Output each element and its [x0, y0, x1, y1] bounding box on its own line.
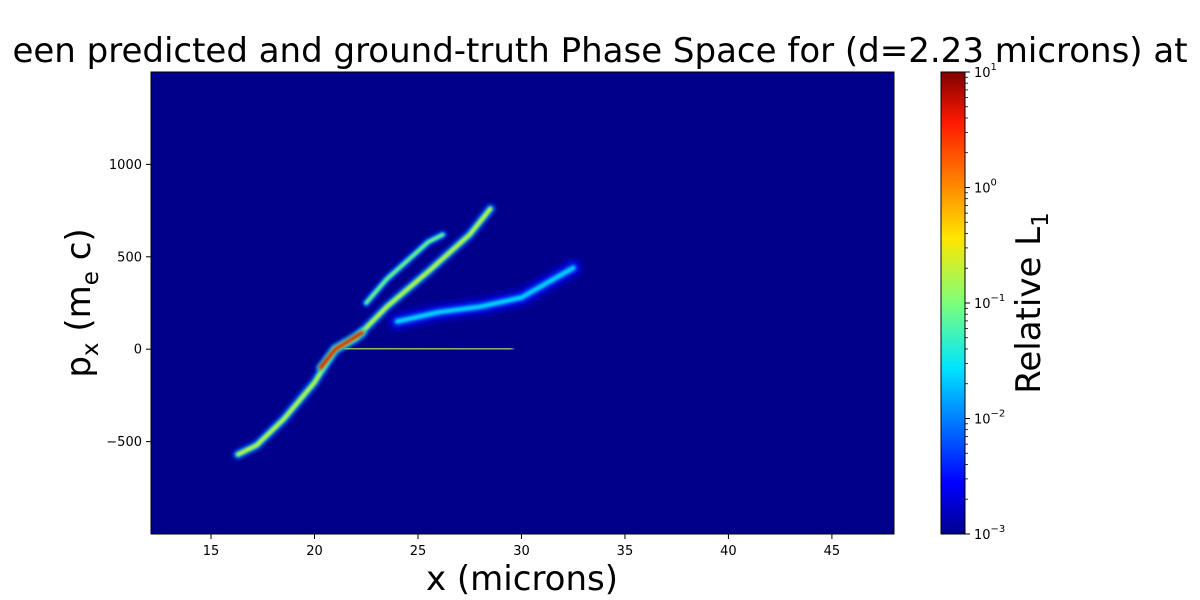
- heatmap-upper-branch: [365, 233, 444, 304]
- heatmap-features: [231, 202, 585, 461]
- x-tick-label: 40: [720, 544, 737, 559]
- y-tick-label: 0: [134, 343, 142, 358]
- colorbar-tick-label: 10−3: [974, 524, 1005, 543]
- heatmap-hot-core: [319, 331, 364, 369]
- colorbar-tick-label: 10−2: [974, 409, 1005, 428]
- colorbar-tick-label: 10−1: [974, 293, 1005, 312]
- y-axis-ticks: −500 0 500 1000: [106, 158, 151, 450]
- colorbar-label: Relative L1: [1009, 212, 1054, 394]
- colorbar-ticks: 10−3 10−2 10−1 100 101: [965, 62, 1005, 543]
- x-tick-label: 25: [410, 544, 427, 559]
- colorbar: [940, 71, 966, 535]
- heatmap-diffuse-wing: [394, 265, 576, 324]
- x-tick-label: 20: [306, 544, 323, 559]
- x-tick-label: 30: [513, 544, 530, 559]
- x-tick-label: 35: [617, 544, 634, 559]
- x-axis-ticks: 15 20 25 30 35 40 45: [203, 534, 840, 559]
- heatmap-horizontal-tail: [344, 347, 512, 350]
- y-tick-label: −500: [106, 435, 142, 450]
- x-tick-label: 15: [203, 544, 220, 559]
- x-axis-label: x (microns): [426, 559, 618, 599]
- chart-title: een predicted and ground-truth Phase Spa…: [12, 31, 1187, 71]
- y-tick-label: 1000: [109, 158, 142, 173]
- y-axis-label: px (me c): [59, 228, 104, 377]
- x-tick-label: 45: [824, 544, 841, 559]
- y-tick-label: 500: [117, 250, 142, 265]
- plot-frame: [150, 71, 895, 535]
- colorbar-tick-label: 100: [974, 178, 997, 197]
- colorbar-tick-label: 101: [974, 62, 997, 81]
